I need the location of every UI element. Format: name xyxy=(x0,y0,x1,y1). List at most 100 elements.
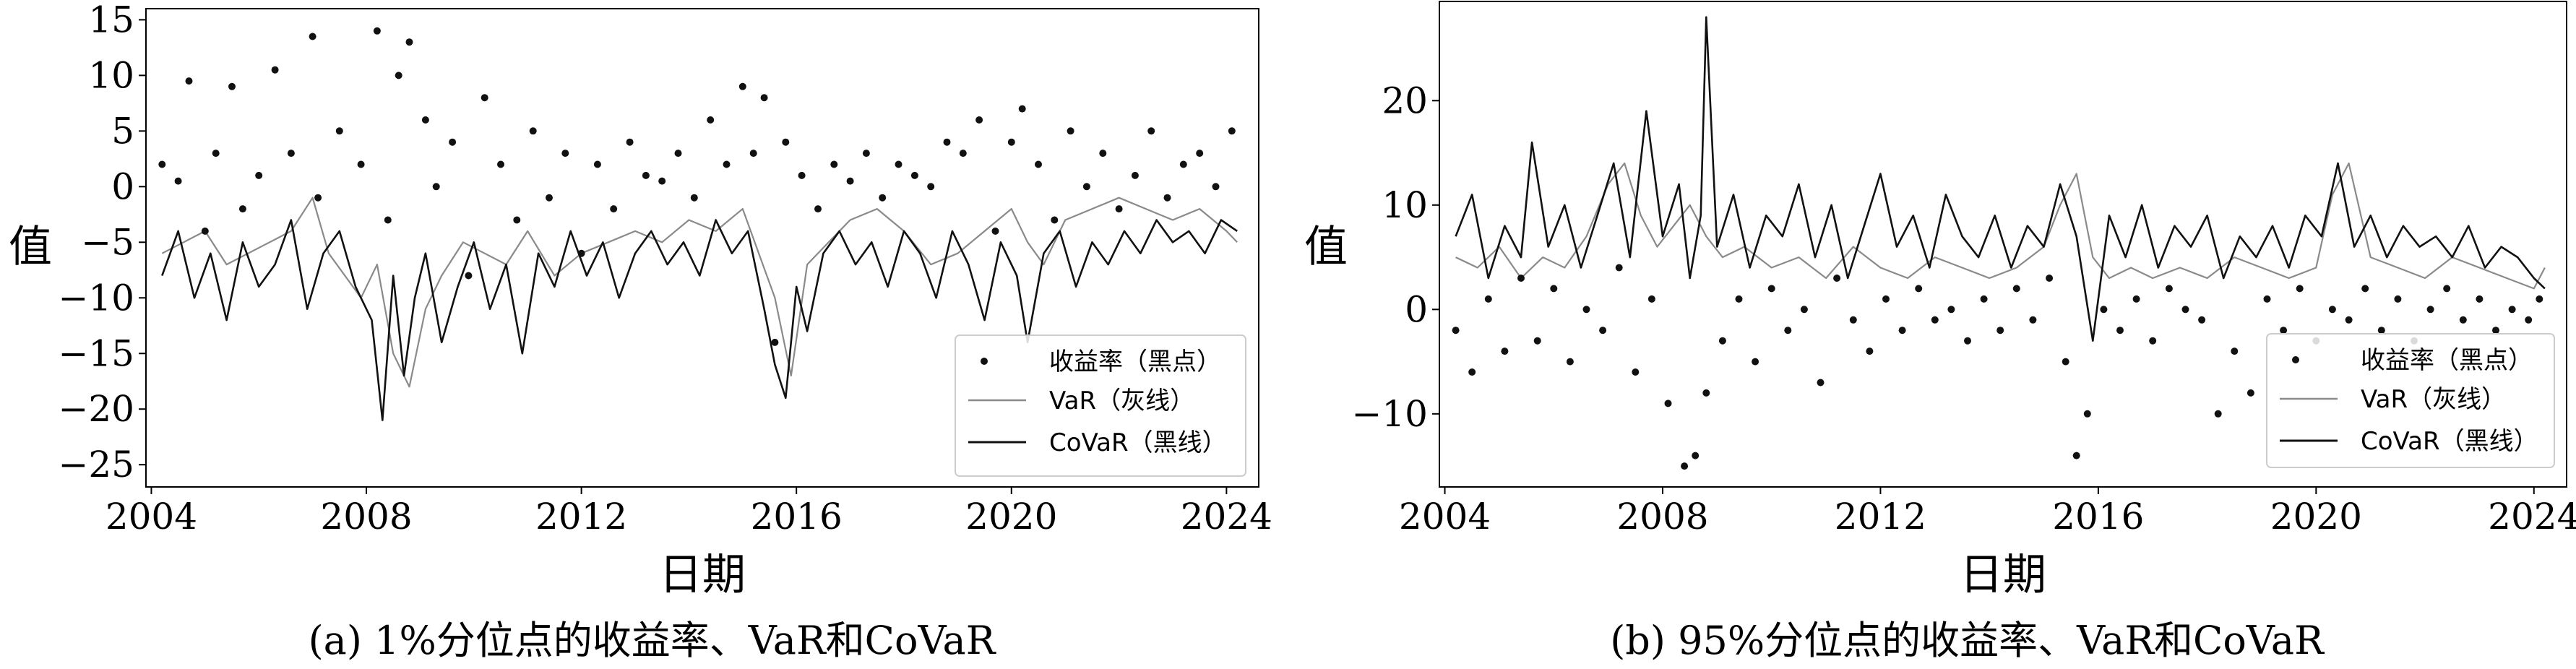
y-tick-label: 5 xyxy=(111,110,134,152)
return-point xyxy=(1196,150,1204,157)
return-point xyxy=(255,171,263,179)
return-point xyxy=(1817,379,1825,387)
covar-line xyxy=(161,219,1238,421)
return-point xyxy=(738,82,746,90)
var-line xyxy=(1455,162,2546,290)
return-point xyxy=(862,150,870,157)
return-point xyxy=(373,27,381,35)
return-point xyxy=(1931,316,1939,324)
return-point xyxy=(723,160,731,168)
return-point xyxy=(642,171,650,179)
return-point xyxy=(2100,306,2108,314)
return-point xyxy=(174,177,182,185)
return-point xyxy=(2046,275,2054,282)
return-point xyxy=(1212,183,1220,191)
return-point xyxy=(2536,295,2543,303)
return-point xyxy=(1582,306,1590,314)
return-point xyxy=(1664,400,1672,407)
return-point xyxy=(212,150,220,157)
return-point xyxy=(449,138,457,146)
x-tick-label: 2016 xyxy=(2052,496,2144,538)
return-point xyxy=(1866,348,1874,355)
return-point xyxy=(1228,127,1236,135)
return-point xyxy=(2426,306,2434,314)
return-point xyxy=(2072,452,2080,459)
return-point xyxy=(895,160,903,168)
x-tick-label: 2020 xyxy=(965,496,1057,538)
return-point xyxy=(830,160,838,168)
return-point xyxy=(1752,358,1759,366)
return-point xyxy=(1147,127,1155,135)
return-point xyxy=(497,160,504,168)
return-point xyxy=(1898,327,1906,334)
return-point xyxy=(2345,316,2353,324)
y-tick-label: −15 xyxy=(58,332,134,374)
return-point xyxy=(1767,285,1775,293)
return-point xyxy=(1007,138,1015,146)
return-point xyxy=(959,150,967,157)
return-point xyxy=(1163,194,1171,202)
return-point xyxy=(2443,285,2451,293)
return-point xyxy=(2062,358,2069,366)
legend-label-var: VaR（灰线） xyxy=(2361,385,2506,414)
return-point xyxy=(760,94,768,102)
return-point xyxy=(1468,368,1476,376)
return-point xyxy=(201,227,209,235)
legend-label-covar: CoVaR（黑线） xyxy=(2361,427,2538,456)
legend-marker-returns xyxy=(981,358,988,365)
return-point xyxy=(1692,452,1700,459)
return-point xyxy=(309,33,316,40)
panel-a: 2004 2008 2012 2016 2020 2024 15 10 5 0 −5 −10 −15 −2… xyxy=(9,0,1272,663)
return-point xyxy=(814,205,822,213)
return-point xyxy=(238,205,246,213)
x-tick-label: 2024 xyxy=(2488,496,2576,538)
return-point xyxy=(846,177,854,185)
plot-frame xyxy=(1439,1,2567,488)
var-line xyxy=(161,197,1238,388)
return-point xyxy=(2012,285,2020,293)
return-point xyxy=(185,77,193,85)
panel-caption: (b) 95%分位点的收益率、VaR和CoVaR xyxy=(1610,618,2325,663)
y-tick-label: −5 xyxy=(81,221,134,263)
return-point xyxy=(1179,160,1187,168)
return-point xyxy=(1947,306,1955,314)
return-point xyxy=(529,127,537,135)
legend: 收益率（黑点） VaR（灰线） CoVaR（黑线） xyxy=(2266,333,2555,468)
return-point xyxy=(1035,160,1042,168)
return-point xyxy=(1067,127,1074,135)
return-point xyxy=(2083,410,2091,418)
return-point xyxy=(2132,295,2140,303)
return-point xyxy=(2116,327,2124,334)
return-point xyxy=(2029,316,2037,324)
x-tick-label: 2008 xyxy=(320,496,412,538)
y-tick-label: −25 xyxy=(58,444,134,485)
return-point xyxy=(1082,183,1090,191)
return-point xyxy=(1702,389,1710,397)
return-point xyxy=(1550,285,1558,293)
return-point xyxy=(2459,316,2467,324)
return-point xyxy=(2149,337,2157,345)
return-point xyxy=(749,150,757,157)
legend-box xyxy=(2266,333,2555,468)
return-point xyxy=(927,183,935,191)
return-point xyxy=(2296,285,2304,293)
return-point xyxy=(577,249,585,257)
return-point xyxy=(1566,358,1574,366)
return-point xyxy=(2280,327,2288,334)
return-point xyxy=(1452,327,1460,334)
return-point xyxy=(1647,295,1655,303)
return-point xyxy=(1882,295,1890,303)
return-point xyxy=(2492,327,2499,334)
y-tick-label: 0 xyxy=(1405,288,1428,330)
legend-marker-returns xyxy=(2292,356,2299,363)
legend-box xyxy=(955,334,1246,477)
y-tick-label: 10 xyxy=(88,54,134,96)
return-point xyxy=(1980,295,1988,303)
return-point xyxy=(1996,327,2004,334)
y-tick-label: −10 xyxy=(58,277,134,319)
return-point xyxy=(771,338,779,346)
return-point xyxy=(798,171,806,179)
return-point xyxy=(593,160,601,168)
return-point xyxy=(481,94,488,102)
return-point xyxy=(2214,410,2222,418)
